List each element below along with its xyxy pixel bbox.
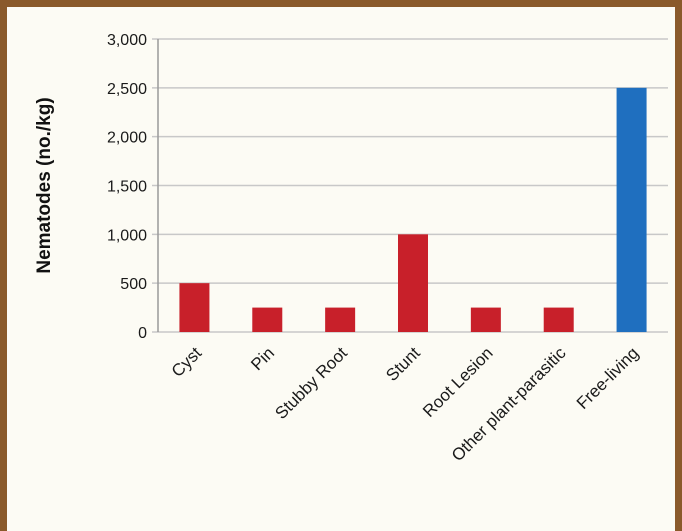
x-tick-label: Root Lesion <box>419 343 497 421</box>
bar <box>325 307 356 332</box>
y-axis-title: Nematodes (no./kg) <box>34 97 55 273</box>
y-tick-label: 500 <box>120 276 147 293</box>
bar <box>179 283 210 332</box>
bar <box>543 307 574 332</box>
x-tick-label: Stunt <box>382 343 424 385</box>
y-tick-label: 1,000 <box>107 227 147 244</box>
y-tick-label: 2,500 <box>107 81 147 98</box>
y-tick-label: 0 <box>138 325 147 342</box>
bar <box>252 307 283 332</box>
x-tick-label: Cyst <box>168 343 206 381</box>
x-tick-label: Stubby Root <box>271 343 351 423</box>
y-tick-label: 2,000 <box>107 130 147 147</box>
bar <box>616 87 647 332</box>
bars <box>179 87 647 332</box>
y-tick-labels: 0 500 1,000 1,500 2,000 2,500 3,000 <box>107 32 147 342</box>
y-tick-label: 1,500 <box>107 179 147 196</box>
bar <box>470 307 501 332</box>
chart-frame <box>7 7 675 531</box>
x-tick-label: Pin <box>247 343 278 374</box>
x-tick-label: Free-living <box>573 343 643 413</box>
bar <box>398 234 428 332</box>
y-tick-label: 3,000 <box>107 32 147 49</box>
